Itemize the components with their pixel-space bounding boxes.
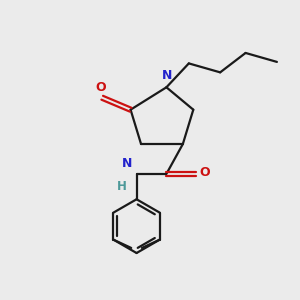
Text: O: O — [95, 81, 106, 94]
Text: O: O — [200, 166, 211, 179]
Text: N: N — [122, 157, 133, 170]
Text: H: H — [117, 180, 127, 193]
Text: N: N — [162, 69, 172, 82]
